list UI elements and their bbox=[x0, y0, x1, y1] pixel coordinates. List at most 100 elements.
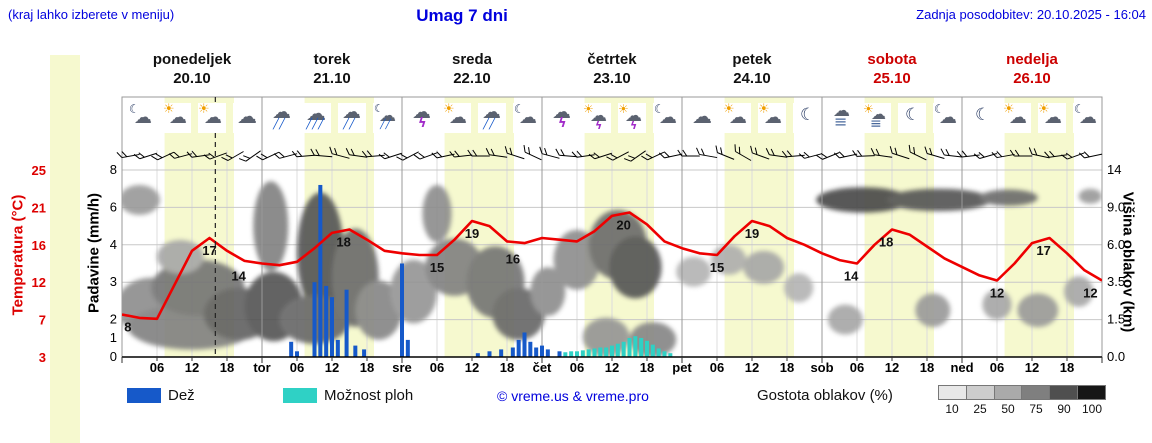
svg-text:tor: tor bbox=[253, 360, 270, 375]
sun-cloud-icon: ☀ ☁ bbox=[163, 103, 191, 133]
svg-text:12: 12 bbox=[885, 360, 899, 375]
rain-legend-label: Dež bbox=[168, 387, 195, 404]
day-date: 26.10 bbox=[1013, 70, 1051, 87]
sun-glyph: ☀ bbox=[443, 102, 455, 117]
svg-text:06: 06 bbox=[290, 360, 304, 375]
svg-text:12: 12 bbox=[185, 360, 199, 375]
sun-storm-icon: ☀ ☁ ϟ bbox=[583, 103, 611, 133]
sun-glyph: ☀ bbox=[198, 102, 210, 117]
sun-glyph: ☀ bbox=[163, 102, 175, 117]
svg-text:12: 12 bbox=[1083, 286, 1097, 301]
sun-glyph: ☀ bbox=[723, 102, 735, 117]
moon-glyph: ☾ bbox=[905, 105, 921, 125]
svg-text:1.5: 1.5 bbox=[1107, 312, 1125, 327]
cloud-glyph: ☁ bbox=[764, 107, 782, 128]
cloud-density-scale-value: 100 bbox=[1081, 402, 1103, 416]
cloud-density-scale-value: 50 bbox=[1001, 402, 1015, 416]
temperature-axis-title: Temperatura (°C) bbox=[9, 194, 27, 316]
cloud-density-legend-label: Gostota oblakov (%) bbox=[757, 387, 893, 404]
last-update-text: Zadnja posodobitev: 20.10.2025 - 16:04 bbox=[916, 7, 1146, 22]
cloud-glyph: ☁ bbox=[1044, 107, 1062, 128]
svg-text:19: 19 bbox=[745, 226, 759, 241]
day-date: 21.10 bbox=[313, 70, 351, 87]
day-date: 20.10 bbox=[173, 70, 211, 87]
sun-cloud-icon: ☀ ☁ bbox=[1038, 103, 1066, 133]
cloud-density-scale-value: 75 bbox=[1029, 402, 1043, 416]
day-header-torek: torek 21.10 bbox=[262, 50, 402, 88]
sun-glyph: ☀ bbox=[618, 102, 629, 116]
copyright-link[interactable]: © vreme.us & vreme.pro bbox=[497, 388, 649, 404]
sun-glyph: ☀ bbox=[583, 102, 594, 116]
axis-ticks bbox=[121, 357, 1103, 363]
moon-cloud-icon: ☾ ☁ bbox=[513, 103, 541, 133]
cloud-glyph: ☁ bbox=[306, 101, 326, 125]
cloud-density-cell-50 bbox=[994, 386, 1023, 399]
moon-rain-icon: ☾ ☁ ╱╱ bbox=[373, 103, 401, 133]
svg-text:1: 1 bbox=[110, 330, 117, 345]
svg-text:12: 12 bbox=[32, 275, 46, 290]
day-header-ponedeljek: ponedeljek 20.10 bbox=[122, 50, 262, 88]
svg-text:pet: pet bbox=[672, 360, 692, 375]
svg-text:15: 15 bbox=[430, 260, 444, 275]
svg-text:21: 21 bbox=[32, 200, 46, 215]
cloud-shading bbox=[122, 181, 1102, 357]
svg-text:18: 18 bbox=[640, 360, 654, 375]
sun-cloud-icon: ☀ ☁ bbox=[198, 103, 226, 133]
fog-sun-icon: ☀ ☁ ≡ bbox=[863, 103, 891, 133]
cloud-glyph: ☁ bbox=[342, 101, 361, 123]
moon-glyph: ☾ bbox=[129, 102, 140, 116]
rain-glyph: ╱╱ bbox=[483, 119, 496, 130]
day-name: četrtek bbox=[587, 51, 637, 68]
svg-text:3: 3 bbox=[39, 350, 46, 365]
moon-icon: ☾ bbox=[793, 103, 821, 133]
fog-glyph: ≡ bbox=[870, 116, 882, 132]
bolt-glyph: ϟ bbox=[558, 116, 567, 131]
cloud-height-axis-title: Višina oblakov (km) bbox=[1119, 191, 1137, 333]
svg-text:15: 15 bbox=[710, 260, 724, 275]
cloud-glyph: ☁ bbox=[412, 101, 431, 123]
day-date: 23.10 bbox=[593, 70, 631, 87]
moon-glyph: ☾ bbox=[374, 102, 384, 115]
cloud-glyph: ☁ bbox=[590, 106, 607, 126]
temperature-curve bbox=[122, 211, 1102, 321]
svg-text:18: 18 bbox=[780, 360, 794, 375]
svg-text:ned: ned bbox=[950, 360, 973, 375]
svg-text:18: 18 bbox=[360, 360, 374, 375]
svg-text:17: 17 bbox=[202, 243, 216, 258]
svg-text:12: 12 bbox=[990, 286, 1004, 301]
temperature-axis-strip bbox=[50, 55, 80, 443]
svg-text:20: 20 bbox=[616, 218, 630, 233]
svg-text:25: 25 bbox=[32, 163, 46, 178]
cloud-density-scale-value: 10 bbox=[945, 402, 959, 416]
rain-bars bbox=[289, 184, 562, 357]
fog-glyph: ≡ bbox=[834, 112, 848, 131]
cloud-glyph: ☁ bbox=[204, 107, 222, 128]
sun-glyph: ☀ bbox=[1038, 102, 1050, 117]
svg-text:17: 17 bbox=[1036, 243, 1050, 258]
svg-text:12: 12 bbox=[465, 360, 479, 375]
showers-legend-label: Možnost ploh bbox=[324, 387, 414, 404]
moon-glyph: ☾ bbox=[934, 102, 945, 116]
cloud-glyph: ☁ bbox=[1009, 107, 1027, 128]
cloud-density-scale bbox=[938, 385, 1106, 400]
storm-icon: ☁ ϟ bbox=[408, 103, 436, 133]
day-header-četrtek: četrtek 23.10 bbox=[542, 50, 682, 88]
day-date: 24.10 bbox=[733, 70, 771, 87]
day-name: ponedeljek bbox=[152, 51, 232, 68]
svg-text:3: 3 bbox=[110, 274, 117, 289]
svg-text:18: 18 bbox=[920, 360, 934, 375]
cloud-density-cell-75 bbox=[1022, 386, 1051, 399]
day-header-sreda: sreda 22.10 bbox=[402, 50, 542, 88]
day-date: 22.10 bbox=[453, 70, 491, 87]
moon-glyph: ☾ bbox=[654, 102, 665, 116]
cloud-glyph: ☁ bbox=[482, 101, 501, 123]
cloud-glyph: ☁ bbox=[519, 107, 537, 128]
sun-cloud-icon: ☀ ☁ bbox=[1003, 103, 1031, 133]
day-name: petek bbox=[732, 51, 772, 68]
sun-cloud-icon: ☀ ☁ bbox=[443, 103, 471, 133]
page-title: Umag 7 dni bbox=[416, 6, 508, 25]
wind-barbs bbox=[116, 144, 1103, 162]
cloud-density-scale-value: 25 bbox=[973, 402, 987, 416]
